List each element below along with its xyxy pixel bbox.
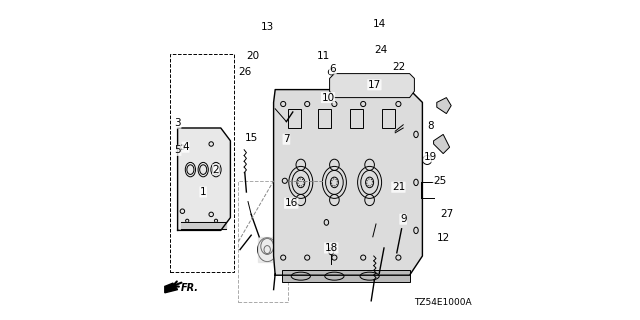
Text: 15: 15 bbox=[244, 132, 258, 143]
Text: 11: 11 bbox=[317, 51, 330, 61]
Polygon shape bbox=[181, 222, 226, 229]
Text: 22: 22 bbox=[392, 62, 405, 72]
Text: 8: 8 bbox=[427, 121, 434, 132]
Text: 1: 1 bbox=[200, 187, 207, 197]
Text: 19: 19 bbox=[424, 152, 437, 162]
Text: 16: 16 bbox=[285, 198, 298, 208]
Bar bbox=[319, 109, 332, 128]
Bar bbox=[288, 109, 301, 128]
Text: 18: 18 bbox=[324, 243, 338, 253]
Text: 13: 13 bbox=[260, 22, 274, 32]
Text: TZ54E1000A: TZ54E1000A bbox=[414, 298, 472, 307]
Text: 25: 25 bbox=[433, 176, 447, 186]
Bar bbox=[170, 54, 234, 272]
Bar bbox=[351, 109, 364, 128]
Text: 3: 3 bbox=[174, 118, 181, 128]
Polygon shape bbox=[258, 237, 277, 262]
Polygon shape bbox=[274, 90, 422, 275]
Polygon shape bbox=[434, 134, 450, 154]
Bar bbox=[383, 109, 396, 128]
Text: 4: 4 bbox=[182, 142, 189, 152]
Text: 12: 12 bbox=[436, 233, 450, 244]
Text: 20: 20 bbox=[246, 51, 259, 61]
Text: 27: 27 bbox=[440, 209, 453, 220]
Polygon shape bbox=[178, 128, 230, 230]
Text: 6: 6 bbox=[330, 64, 336, 74]
Polygon shape bbox=[165, 283, 178, 293]
Polygon shape bbox=[282, 270, 410, 282]
Text: 10: 10 bbox=[321, 92, 335, 103]
Polygon shape bbox=[437, 98, 451, 114]
Bar bbox=[239, 181, 288, 302]
Text: 21: 21 bbox=[392, 182, 405, 192]
Text: 7: 7 bbox=[283, 134, 290, 144]
Polygon shape bbox=[330, 74, 415, 98]
Text: 14: 14 bbox=[372, 19, 386, 29]
Text: 24: 24 bbox=[374, 44, 387, 55]
Text: 26: 26 bbox=[238, 67, 252, 77]
Text: 17: 17 bbox=[368, 80, 381, 90]
Text: 2: 2 bbox=[212, 164, 220, 175]
Text: 9: 9 bbox=[400, 214, 406, 224]
Text: 5: 5 bbox=[174, 145, 181, 156]
Text: FR.: FR. bbox=[181, 283, 199, 293]
